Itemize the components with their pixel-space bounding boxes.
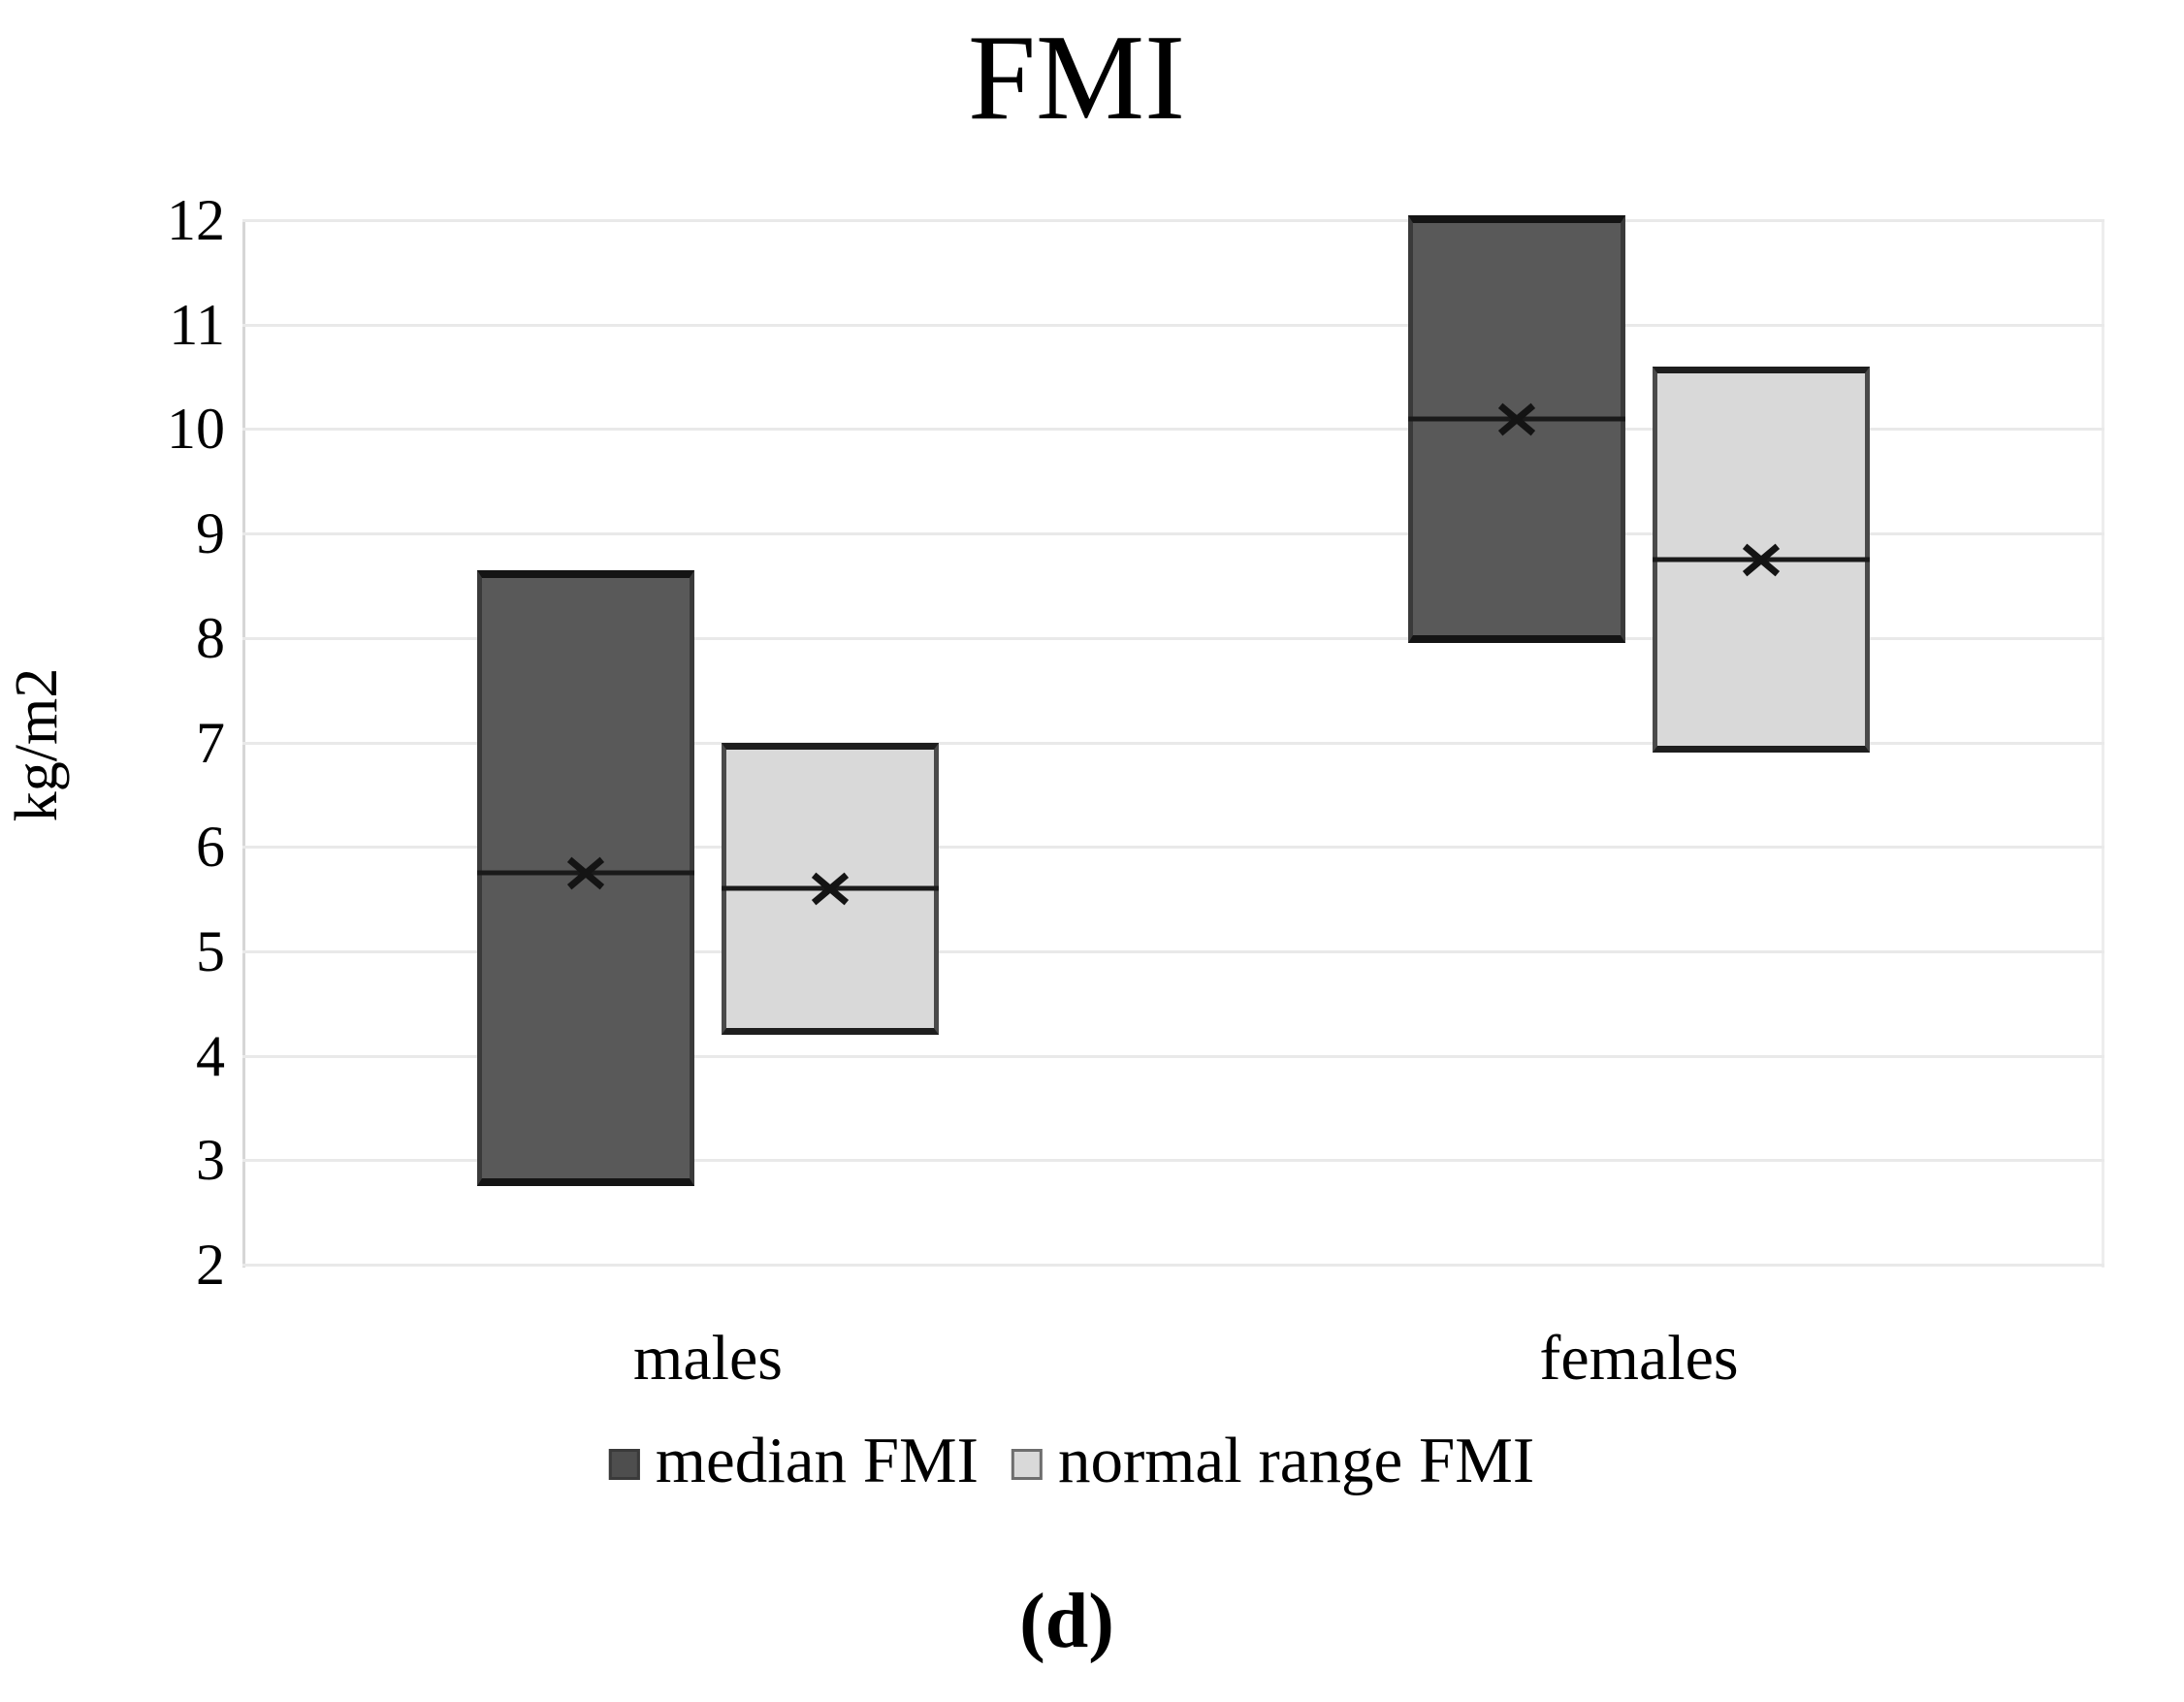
gridline [242, 636, 2104, 640]
legend-label: median FMI [655, 1425, 979, 1496]
y-tick-label: 10 [167, 397, 225, 462]
y-tick-label: 2 [196, 1233, 225, 1297]
y-tick-label: 6 [196, 815, 225, 880]
x-category-label-males: males [633, 1323, 783, 1394]
y-tick-label: 7 [196, 710, 225, 775]
legend-swatch [608, 1448, 640, 1480]
y-tick-label: 8 [196, 605, 225, 670]
box-median-fmi-females [1408, 214, 1625, 644]
chart-title: FMI [967, 11, 1186, 145]
gridline [242, 846, 2104, 850]
y-tick-label: 4 [196, 1023, 225, 1088]
y-tick-label: 12 [167, 188, 225, 252]
figure-caption: (d) [1019, 1579, 1114, 1664]
gridline [242, 1159, 2104, 1163]
gridline [242, 1054, 2104, 1058]
gridline [242, 219, 2104, 222]
mean-x-marker [811, 869, 850, 908]
gridline [242, 428, 2104, 432]
plot-area [242, 219, 2104, 1267]
gridline [242, 323, 2104, 327]
legend-item-median-fmi: median FMI [608, 1425, 979, 1496]
y-tick-label: 3 [196, 1128, 225, 1193]
legend: median FMI normal range FMI [608, 1425, 1535, 1496]
x-category-label-females: females [1539, 1323, 1739, 1394]
y-tick-label: 5 [196, 918, 225, 983]
mean-x-marker [1742, 540, 1781, 579]
gridline [242, 532, 2104, 536]
y-axis-title: kg/m2 [4, 667, 70, 822]
gridline [242, 949, 2104, 953]
gridline [242, 741, 2104, 745]
legend-label: normal range FMI [1057, 1425, 1535, 1496]
y-tick-label: 11 [169, 292, 225, 357]
legend-swatch [1011, 1448, 1043, 1480]
legend-item-normal-range-fmi: normal range FMI [1011, 1425, 1535, 1496]
gridline [242, 1264, 2104, 1267]
mean-x-marker [1497, 400, 1536, 438]
mean-x-marker [566, 853, 605, 892]
y-tick-label: 9 [196, 501, 225, 566]
